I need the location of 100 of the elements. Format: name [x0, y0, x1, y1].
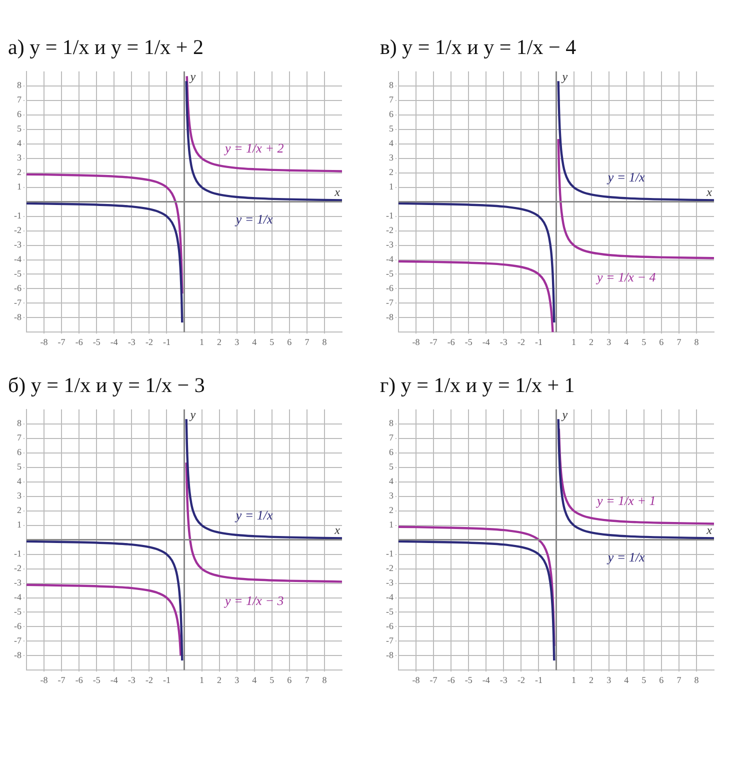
x-tick-label: 6 [287, 336, 292, 347]
y-axis-title: y [189, 408, 196, 422]
x-tick-label: 2 [589, 336, 594, 347]
y-tick-label: -1 [14, 210, 22, 221]
x-axis-title: x [706, 522, 713, 537]
x-tick-label: 4 [252, 674, 258, 685]
y-tick-label: -8 [14, 312, 22, 322]
x-tick-label: -6 [447, 336, 456, 347]
x-tick-label: -8 [412, 336, 420, 347]
y-tick-label: 6 [388, 447, 394, 458]
x-tick-label: 6 [659, 336, 664, 347]
series-label: y = 1/x [606, 550, 646, 565]
y-tick-label: 1 [16, 182, 22, 192]
x-tick-label: 4 [624, 336, 630, 347]
x-tick-label: -8 [40, 336, 48, 347]
y-tick-label: 4 [388, 476, 394, 486]
y-tick-label: -8 [386, 650, 394, 660]
y-tick-label: -4 [386, 254, 394, 264]
y-axis-title: y [561, 70, 568, 84]
x-tick-label: 5 [642, 674, 647, 685]
x-axis-title: x [334, 522, 341, 537]
x-tick-label: -8 [40, 674, 48, 685]
x-tick-label: -5 [92, 336, 101, 347]
y-tick-label: 5 [388, 124, 394, 134]
x-tick-label: -4 [482, 336, 490, 347]
y-tick-label: -7 [14, 298, 22, 308]
x-tick-label: -4 [110, 674, 118, 685]
x-tick-label: 2 [217, 674, 222, 685]
x-tick-label: 2 [217, 336, 222, 347]
x-tick-label: -1 [162, 336, 170, 347]
y-tick-label: 8 [16, 80, 22, 90]
x-tick-label: -3 [128, 674, 136, 685]
chart-title: а) y = 1/x и y = 1/x + 2 [8, 34, 205, 61]
y-tick-label: -5 [386, 268, 394, 279]
x-tick-label: 1 [200, 336, 204, 347]
x-tick-label: -2 [517, 336, 525, 347]
x-tick-label: 7 [676, 336, 682, 347]
y-tick-label: -7 [386, 636, 394, 646]
x-tick-label: -6 [75, 336, 84, 347]
x-tick-label: -7 [430, 336, 438, 347]
y-tick-label: 5 [16, 462, 22, 472]
y-tick-label: 3 [388, 152, 394, 163]
series-label: y = 1/x − 4 [595, 270, 656, 285]
y-tick-label: -4 [14, 592, 22, 602]
y-tick-label: 1 [388, 520, 394, 530]
y-tick-label: -3 [14, 578, 22, 588]
x-tick-label: 2 [589, 674, 594, 685]
x-tick-label: -3 [128, 336, 136, 347]
y-tick-label: 5 [16, 124, 22, 134]
y-tick-label: 7 [16, 432, 22, 443]
chart-title: б) y = 1/x и y = 1/x − 3 [8, 372, 206, 399]
y-tick-label: 2 [388, 167, 394, 178]
y-tick-label: -6 [386, 621, 394, 632]
y-tick-label: 8 [388, 80, 394, 90]
series-label: y = 1/x + 1 [595, 493, 656, 508]
x-tick-label: -3 [500, 336, 508, 347]
x-tick-label: -4 [110, 336, 118, 347]
y-tick-label: 3 [388, 490, 394, 501]
y-tick-label: 4 [388, 138, 394, 148]
y-tick-label: 6 [16, 447, 22, 458]
y-tick-label: -2 [386, 225, 394, 236]
x-tick-label: -4 [482, 674, 490, 685]
x-tick-label: -3 [500, 674, 508, 685]
x-tick-label: 8 [694, 336, 700, 347]
series-label: y = 1/x [234, 212, 274, 227]
y-tick-label: -6 [14, 283, 22, 294]
chart-title: г) y = 1/x и y = 1/x + 1 [380, 372, 576, 399]
y-tick-label: -5 [14, 606, 22, 617]
x-tick-label: -7 [58, 336, 66, 347]
y-tick-label: 3 [16, 490, 22, 501]
y-tick-label: -2 [386, 563, 394, 574]
y-tick-label: -7 [14, 636, 22, 646]
x-tick-label: 4 [624, 674, 630, 685]
y-axis-title: y [561, 408, 568, 422]
y-tick-label: -4 [386, 592, 394, 602]
y-tick-label: -3 [386, 578, 394, 588]
y-tick-label: -4 [14, 254, 22, 264]
y-tick-label: 7 [388, 432, 394, 443]
x-tick-label: -5 [464, 674, 473, 685]
x-tick-label: -6 [447, 674, 456, 685]
x-tick-label: 5 [270, 674, 275, 685]
x-tick-label: -2 [145, 674, 153, 685]
y-tick-label: -1 [386, 548, 394, 559]
series-label: y = 1/x + 2 [223, 140, 284, 156]
series-label: y = 1/x [606, 170, 646, 185]
y-tick-label: -5 [386, 606, 394, 617]
y-tick-label: 7 [16, 94, 22, 105]
x-tick-label: -8 [412, 674, 420, 685]
y-tick-label: 3 [16, 152, 22, 163]
y-tick-label: -2 [14, 225, 22, 236]
y-tick-label: 1 [16, 520, 22, 530]
x-tick-label: 3 [234, 674, 240, 685]
y-tick-label: -5 [14, 268, 22, 279]
y-tick-label: 6 [388, 109, 394, 120]
y-tick-label: 4 [16, 138, 22, 148]
x-axis-title: x [334, 184, 341, 199]
x-tick-label: -2 [517, 674, 525, 685]
x-tick-label: -1 [534, 336, 542, 347]
y-tick-label: 6 [16, 109, 22, 120]
x-tick-label: 5 [270, 336, 275, 347]
